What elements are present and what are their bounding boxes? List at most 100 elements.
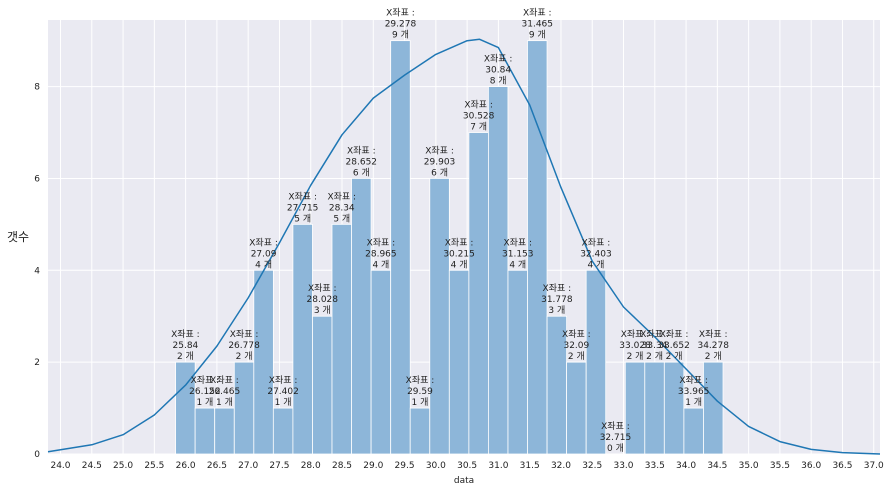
bar-data-label: 28.34 — [329, 203, 355, 213]
x-tick-label: 35.5 — [770, 461, 790, 471]
bar-data-label: 4 개 — [255, 259, 272, 270]
bar-data-label: 3 개 — [548, 305, 565, 316]
histogram-bar — [272, 407, 294, 455]
x-tick-label: 35.0 — [739, 461, 759, 471]
bar-data-label: 31.465 — [522, 20, 554, 30]
bar-data-label: 4 개 — [372, 259, 389, 270]
x-tick-label: 29.5 — [395, 461, 415, 471]
bar-data-label: 0 개 — [607, 443, 624, 454]
histogram-bar — [214, 407, 235, 455]
bar-data-label: 6 개 — [431, 167, 448, 178]
histogram-bar — [312, 315, 333, 455]
histogram-bar — [487, 86, 509, 455]
bar-data-label: 27.715 — [287, 203, 319, 213]
x-tick-label: 24.5 — [82, 461, 102, 471]
x-tick-label: 27.5 — [269, 461, 289, 471]
x-tick-label: 33.0 — [613, 461, 633, 471]
x-tick-label: 33.5 — [645, 461, 665, 471]
kde-curve — [47, 38, 881, 455]
histogram-bar — [370, 269, 392, 455]
bar-data-label: 4 개 — [588, 259, 605, 270]
bar-data-label: X좌표 : — [582, 237, 611, 248]
bar-data-label: X좌표 : — [445, 237, 474, 248]
bar-data-label: 4 개 — [509, 259, 526, 270]
histogram-bar — [566, 361, 587, 455]
histogram-bar — [351, 178, 372, 455]
bar-data-label: X좌표 : — [288, 191, 317, 202]
bar-data-label: X좌표 : — [425, 145, 454, 156]
bar-data-label: 7 개 — [470, 122, 487, 133]
x-tick-label: 30.0 — [426, 461, 446, 471]
histogram-bar — [429, 178, 450, 455]
bar-data-label: 2 개 — [666, 351, 683, 362]
bar-data-label: X좌표 : — [327, 191, 356, 202]
y-tick-label: 6 — [34, 174, 40, 184]
bar-data-label: X좌표 : — [543, 283, 572, 294]
bar-data-label: X좌표 : — [699, 329, 728, 340]
bar-data-label: 31.778 — [541, 295, 573, 305]
bar-data-label: 27.402 — [267, 387, 299, 397]
histogram-bar — [292, 223, 313, 455]
x-tick-label: 34.0 — [676, 461, 696, 471]
bar-data-label: 33.34 — [642, 341, 668, 351]
x-tick-label: 24.0 — [50, 461, 70, 471]
bar-data-label: 30.528 — [463, 112, 495, 122]
histogram-bar — [409, 407, 431, 455]
bar-data-label: X좌표 : — [464, 100, 493, 111]
bar-data-label: 32.403 — [580, 249, 612, 259]
histogram-bar — [644, 361, 665, 455]
bar-data-label: 29.903 — [424, 157, 456, 167]
bar-data-label: X좌표 : — [210, 375, 239, 386]
bar-data-label: X좌표 : — [386, 8, 415, 19]
bar-data-label: X좌표 : — [523, 8, 552, 19]
histogram-bar — [194, 407, 216, 455]
bar-data-label: 2 개 — [705, 351, 722, 362]
x-tick-label: 36.0 — [801, 461, 821, 471]
bar-data-label: X좌표 : — [347, 145, 376, 156]
x-tick-label: 28.5 — [332, 461, 352, 471]
bar-data-label: 1 개 — [412, 397, 429, 408]
bar-data-label: X좌표 : — [562, 329, 591, 340]
bar-data-label: X좌표 : — [230, 329, 259, 340]
x-tick-label: 34.5 — [707, 461, 727, 471]
bar-data-label: 2 개 — [646, 351, 663, 362]
bar-data-label: 5 개 — [294, 213, 311, 224]
bar-data-label: 30.215 — [443, 249, 475, 259]
histogram-bar — [703, 361, 724, 455]
y-tick-label: 0 — [34, 450, 40, 460]
bar-data-label: 26.152 — [189, 387, 221, 397]
bar-data-label: 33.965 — [678, 387, 710, 397]
histogram-bar — [683, 407, 704, 455]
y-tick-label: 8 — [34, 83, 40, 93]
bar-data-label: X좌표 : — [601, 421, 630, 432]
bar-data-label: X좌표 : — [406, 375, 435, 386]
bar-data-label: 1 개 — [216, 397, 233, 408]
x-tick-label: 32.0 — [551, 461, 571, 471]
x-tick-label: 32.5 — [582, 461, 602, 471]
bar-data-label: 26.778 — [228, 341, 260, 351]
bar-data-label: X좌표 : — [308, 283, 337, 294]
histogram-bar — [585, 269, 607, 455]
bar-data-label: 3 개 — [314, 305, 331, 316]
x-tick-label: 26.0 — [176, 461, 196, 471]
bar-data-label: 32.715 — [600, 433, 632, 443]
x-axis-label: data — [454, 476, 474, 486]
x-tick-label: 31.0 — [488, 461, 508, 471]
x-tick-label: 30.5 — [457, 461, 477, 471]
y-tick-label: 4 — [34, 266, 40, 276]
x-tick-label: 31.5 — [520, 461, 540, 471]
bar-data-label: X좌표 : — [679, 375, 708, 386]
x-tick-label: 27.0 — [238, 461, 258, 471]
bar-data-label: 28.965 — [365, 249, 397, 259]
histogram-bar — [468, 132, 489, 455]
bar-data-label: 2 개 — [236, 351, 253, 362]
bar-data-label: X좌표 : — [171, 329, 200, 340]
bar-data-label: 1 개 — [275, 397, 292, 408]
bar-data-label: 8 개 — [490, 76, 507, 87]
bar-data-label: X좌표 : — [640, 329, 669, 340]
bar-data-label: X좌표 : — [503, 237, 532, 248]
bar-data-label: 28.028 — [307, 295, 339, 305]
bar-data-label: X좌표 : — [484, 54, 513, 65]
bar-data-label: X좌표 : — [621, 329, 650, 340]
